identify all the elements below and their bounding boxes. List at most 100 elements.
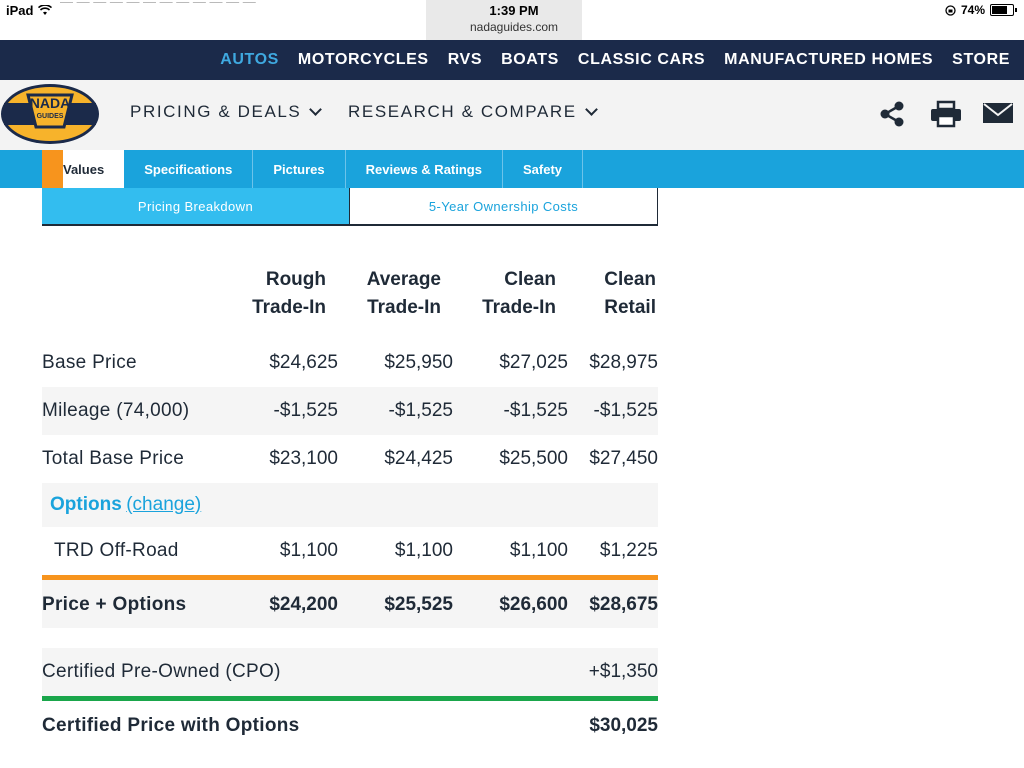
battery-icon	[990, 4, 1017, 16]
value-cell: $1,100	[509, 540, 568, 561]
col-header-rough-trade-in: Rough Trade-In	[246, 266, 326, 322]
row-label: Certified Price with Options	[42, 715, 300, 736]
status-bar: — — — — — — — — — — — — iPad 1:39 PM nad…	[0, 0, 1024, 40]
table-row-base-price: Base Price $24,625 $25,950 $27,025 $28,9…	[42, 340, 658, 387]
value-cell: $26,600	[499, 594, 568, 615]
chevron-down-icon	[584, 103, 598, 116]
col-header-line: Clean	[604, 269, 656, 290]
value-cell: $25,950	[384, 352, 453, 373]
value-cell: $25,525	[384, 594, 453, 615]
value-cell: $24,425	[384, 448, 453, 469]
print-icon[interactable]	[930, 100, 962, 128]
change-options-link[interactable]: (change)	[126, 494, 202, 515]
svg-text:GUIDES: GUIDES	[37, 113, 64, 120]
pricing-deals-menu[interactable]: PRICING & DEALS	[130, 102, 323, 122]
table-row-certified-total: Certified Price with Options $30,025	[42, 701, 658, 749]
value-cell: -$1,525	[503, 400, 568, 421]
col-header-clean-trade-in: Clean Trade-In	[476, 266, 556, 322]
address-domain[interactable]: nadaguides.com	[469, 20, 559, 34]
active-tab-marker	[42, 150, 63, 188]
nav-classic-cars[interactable]: CLASSIC CARS	[577, 51, 706, 68]
table-row-mileage: Mileage (74,000) -$1,525 -$1,525 -$1,525…	[42, 387, 658, 435]
pricing-breakdown-tab[interactable]: Pricing Breakdown	[42, 188, 350, 226]
chevron-down-icon	[309, 103, 323, 116]
col-header-line: Retail	[604, 297, 656, 318]
col-header-line: Clean	[504, 269, 556, 290]
col-header-clean-retail: Clean Retail	[576, 266, 656, 322]
email-icon[interactable]	[982, 100, 1014, 126]
value-cell: $30,025	[589, 715, 658, 736]
row-label: Certified Pre-Owned (CPO)	[42, 661, 281, 682]
ownership-costs-tab[interactable]: 5-Year Ownership Costs	[350, 188, 658, 226]
top-nav: AUTOS MOTORCYCLES RVS BOATS CLASSIC CARS…	[0, 40, 1024, 80]
research-compare-label: RESEARCH & COMPARE	[348, 102, 577, 121]
value-cell: $24,625	[269, 352, 338, 373]
vehicle-tabs: Values Specifications Pictures Reviews &…	[42, 150, 584, 188]
value-cell: $1,100	[394, 540, 453, 561]
address-pill[interactable]	[426, 0, 582, 40]
value-cell: $27,025	[499, 352, 568, 373]
clock: 1:39 PM	[489, 3, 539, 18]
col-header-line: Trade-In	[367, 297, 441, 318]
vehicle-tabs-bar: Values Specifications Pictures Reviews &…	[0, 150, 1024, 188]
value-cell: -$1,525	[273, 400, 338, 421]
table-row-cpo: Certified Pre-Owned (CPO) +$1,350	[42, 648, 658, 696]
table-row-price-plus-options: Price + Options $24,200 $25,525 $26,600 …	[42, 580, 658, 628]
col-header-line: Trade-In	[482, 297, 556, 318]
value-cell: $28,675	[589, 594, 658, 615]
col-header-line: Trade-In	[252, 297, 326, 318]
row-label: Total Base Price	[42, 448, 185, 469]
scrolled-page-text: — — — — — — — — — — — —	[60, 0, 256, 9]
share-icon[interactable]	[878, 100, 906, 128]
nav-autos[interactable]: AUTOS	[220, 51, 279, 68]
row-label: Base Price	[42, 352, 137, 373]
value-cell: $28,975	[589, 352, 658, 373]
orange-divider	[42, 575, 658, 580]
option-label: TRD Off-Road	[54, 540, 179, 561]
options-title: Options	[50, 494, 122, 515]
top-nav-items: AUTOS MOTORCYCLES RVS BOATS CLASSIC CARS…	[220, 40, 1010, 80]
pricing-subtabs: Pricing Breakdown 5-Year Ownership Costs	[42, 188, 658, 228]
value-cell: -$1,525	[388, 400, 453, 421]
nav-store[interactable]: STORE	[952, 51, 1010, 68]
nav-boats[interactable]: BOATS	[501, 51, 559, 68]
tab-values-label: Values	[63, 161, 105, 177]
pricing-deals-label: PRICING & DEALS	[130, 102, 302, 121]
tab-reviews-ratings[interactable]: Reviews & Ratings	[346, 150, 503, 188]
nada-guides-logo[interactable]: NADA GUIDES	[0, 81, 100, 145]
tab-specifications[interactable]: Specifications	[124, 150, 254, 188]
device-name: iPad	[6, 3, 34, 18]
value-cell: $1,100	[279, 540, 338, 561]
value-cell: $1,225	[599, 540, 658, 561]
col-header-line: Average	[366, 269, 441, 290]
status-right: 74%	[945, 3, 1017, 17]
wifi-icon	[38, 5, 53, 15]
options-header-row: Options (change)	[42, 483, 658, 527]
nav-rvs[interactable]: RVS	[447, 51, 483, 68]
value-cell: $24,200	[269, 594, 338, 615]
value-cell: -$1,525	[593, 400, 658, 421]
row-label: Mileage (74,000)	[42, 400, 190, 421]
tab-pictures[interactable]: Pictures	[253, 150, 346, 188]
row-label: Price + Options	[42, 594, 187, 615]
value-cell: $27,450	[589, 448, 658, 469]
research-compare-menu[interactable]: RESEARCH & COMPARE	[348, 102, 598, 122]
value-cell: $25,500	[499, 448, 568, 469]
site-header: NADA GUIDES PRICING & DEALS RESEARCH & C…	[0, 80, 1024, 150]
tab-safety[interactable]: Safety	[503, 150, 584, 188]
nav-manufactured-homes[interactable]: MANUFACTURED HOMES	[724, 51, 934, 68]
col-header-line: Rough	[265, 269, 326, 290]
nav-motorcycles[interactable]: MOTORCYCLES	[297, 51, 429, 68]
options-heading: Options (change)	[50, 494, 201, 516]
status-left: iPad	[6, 3, 53, 18]
tab-values[interactable]: Values	[42, 150, 125, 188]
value-cell: +$1,350	[588, 661, 658, 682]
orientation-lock-icon	[945, 4, 956, 16]
table-row-total-base-price: Total Base Price $23,100 $24,425 $25,500…	[42, 435, 658, 483]
value-cell: $23,100	[269, 448, 338, 469]
table-row-option: TRD Off-Road $1,100 $1,100 $1,100 $1,225	[42, 527, 658, 575]
green-divider	[42, 696, 658, 701]
svg-text:NADA: NADA	[30, 95, 70, 111]
col-header-average-trade-in: Average Trade-In	[361, 266, 441, 322]
battery-percent: 74%	[960, 3, 985, 17]
